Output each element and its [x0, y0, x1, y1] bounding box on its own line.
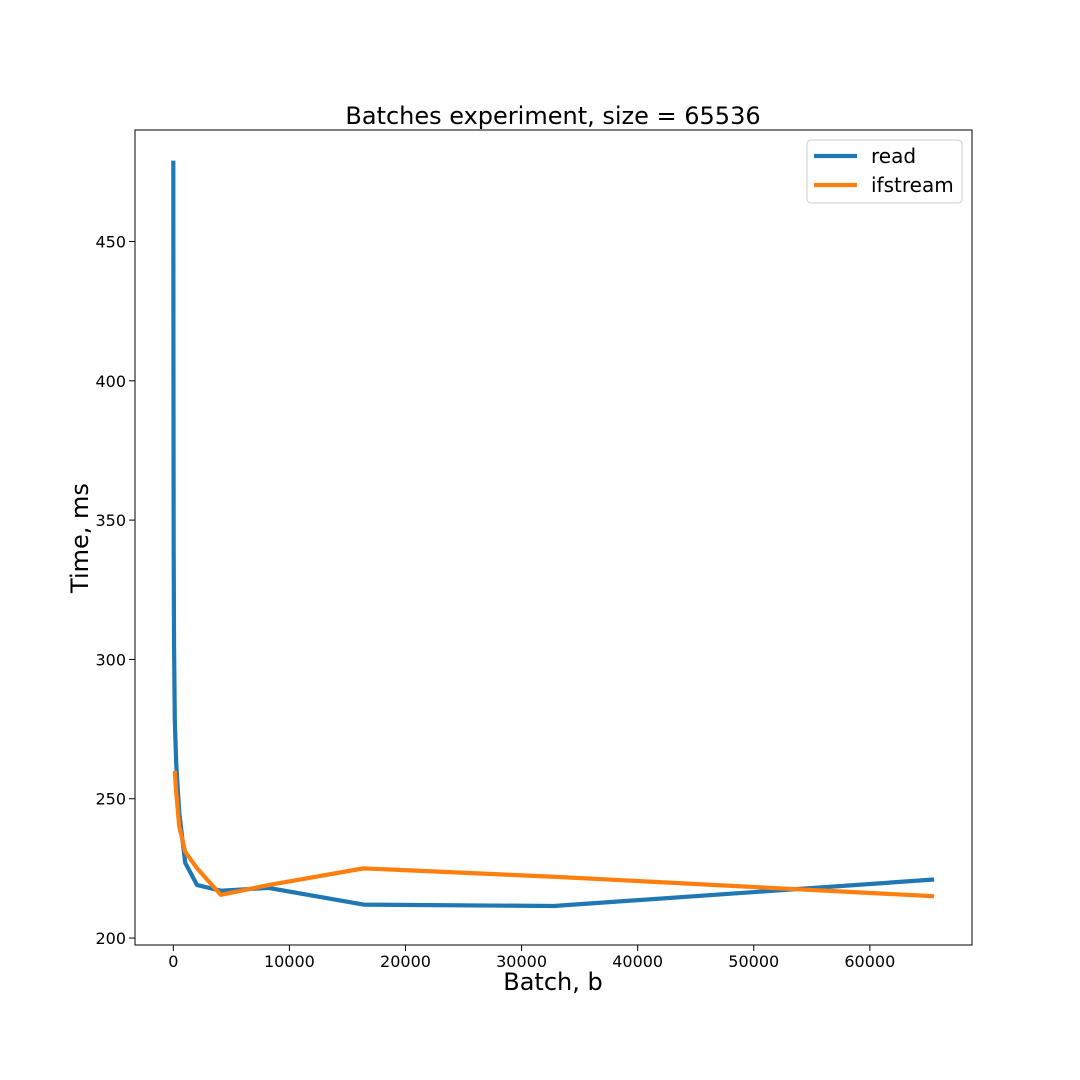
y-tick-label: 200: [95, 929, 126, 948]
legend: read ifstream: [806, 139, 963, 204]
x-axis: 0 10000 20000 30000 40000 50000 60000: [168, 945, 895, 971]
y-tick-label: 300: [95, 650, 126, 669]
y-tick-label: 250: [95, 790, 126, 809]
legend-label-read: read: [871, 144, 916, 168]
y-axis: 200 250 300 350 400 450: [95, 232, 135, 948]
y-tick-label: 350: [95, 511, 126, 530]
y-axis-label: Time, ms: [66, 483, 94, 594]
series-layer: [171, 160, 935, 909]
y-tick-label: 450: [95, 232, 126, 251]
legend-label-ifstream: ifstream: [871, 173, 954, 197]
x-tick-label: 40000: [612, 952, 663, 971]
x-tick-label: 50000: [728, 952, 779, 971]
x-tick-label: 30000: [496, 952, 547, 971]
y-tick-label: 400: [95, 372, 126, 391]
plot-frame: [134, 129, 973, 946]
x-tick-label: 60000: [844, 952, 895, 971]
chart-title: Batches experiment, size = 65536: [345, 102, 760, 130]
x-tick-label: 0: [168, 952, 178, 971]
x-tick-label: 10000: [264, 952, 315, 971]
x-tick-label: 20000: [380, 952, 431, 971]
series-line-read: [171, 160, 935, 909]
series-line-ifstream: [172, 770, 935, 899]
x-axis-label: Batch, b: [503, 968, 602, 996]
